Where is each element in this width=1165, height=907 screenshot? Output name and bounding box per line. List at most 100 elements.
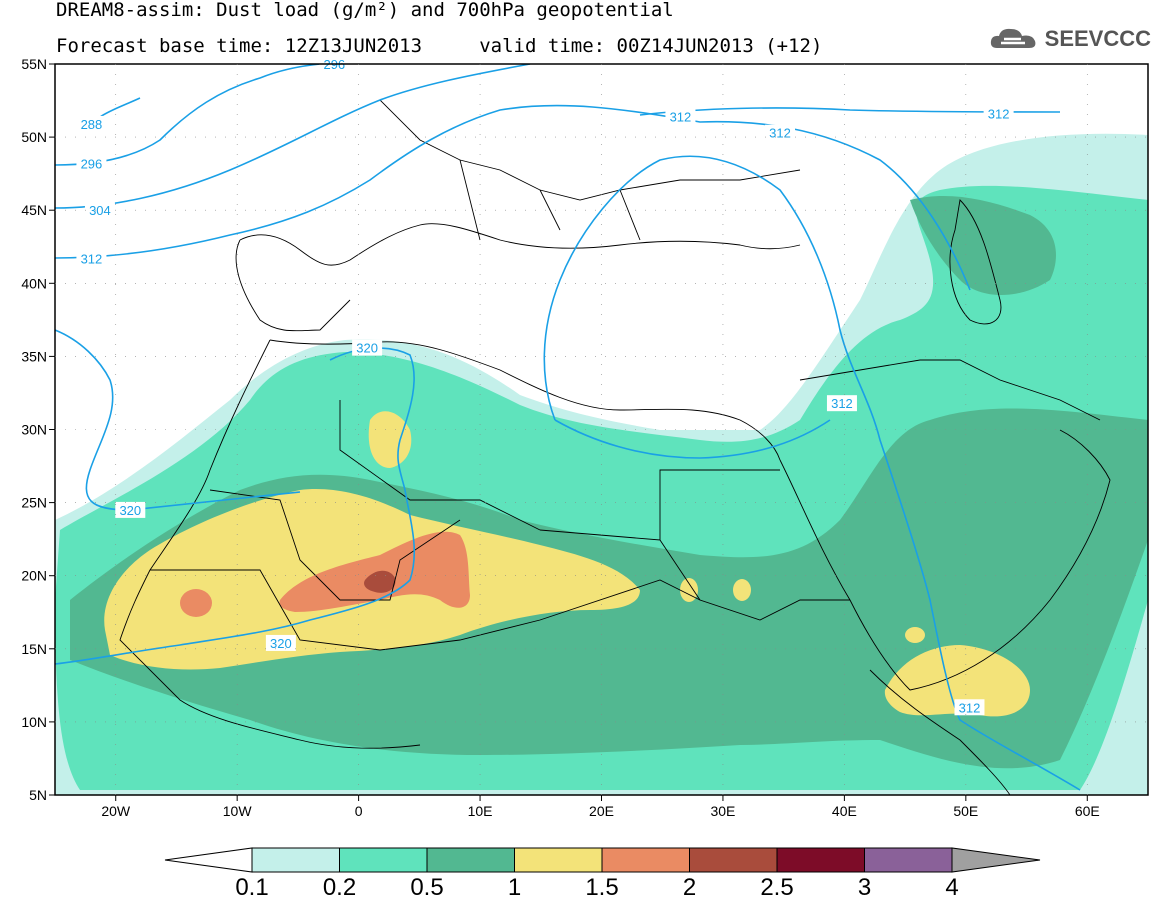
lat-tick-label: 30N [21,422,47,438]
border-caspian [949,199,1002,325]
colorbar-tick-label: 2.5 [760,874,793,901]
dust-band-1-spot1 [680,578,698,602]
contour-320-north [55,347,416,665]
contour-label-bg [76,155,107,172]
lat-tick-label: 10N [21,714,47,730]
lon-tick-label: 20E [589,803,614,819]
lon-tick-label: 10W [223,803,253,819]
lat-tick-label: 40N [21,275,47,291]
contour-288 [99,97,141,118]
border-east-africa [659,539,850,621]
contour-312-mideast [543,155,1081,791]
contour-label-bg [76,250,107,267]
contour-label-bg [76,115,107,132]
coastline-west-africa [119,339,421,749]
colorbar-high-arrow [951,847,1041,873]
seevccc-logo: SEEVCCC [989,26,1151,52]
contour-label-bg [265,634,296,651]
dust-band-1-spot3 [905,627,925,643]
colorbar-tick-label: 0.1 [235,874,268,901]
map-title-line2: Forecast base time: 12Z13JUN2013 valid t… [56,35,823,57]
colorbar-tick-label: 2 [683,874,696,901]
colorbar-tick-label: 0.5 [410,874,443,901]
contour-label-bg [983,105,1014,122]
contour-320-west [55,329,301,511]
contour-label: 312 [831,396,853,411]
colorbar-segment [251,847,340,873]
lon-tick-label: 20W [101,803,131,819]
colorbar-segment [601,847,690,873]
coastline-europe [239,223,801,266]
contour-label: 312 [81,251,103,266]
contour-label: 312 [670,110,692,125]
colorbar-segment [426,847,515,873]
dust-band-1-5-west [180,589,212,617]
contour-label-bg [826,395,857,412]
colorbar: 0.1 0.2 0.5 1 1.5 2 2.5 3 4 [164,847,1041,901]
colorbar-ticks: 0.1 0.2 0.5 1 1.5 2 2.5 3 4 [235,874,958,901]
lat-tick-label: 15N [21,641,47,657]
contour-label-bg [84,202,115,219]
colorbar-tick-label: 3 [858,874,871,901]
coastline-horn [869,669,1011,795]
lon-axis: 20W 10W 0 10E 20E 30E 40E 50E 60E [101,64,1100,819]
contour-label: 312 [769,126,791,141]
colorbar-segment [864,847,953,873]
lat-tick-label: 35N [21,348,47,364]
border-sahara-2 [339,400,541,531]
lat-axis: 55N 50N 45N 40N 35N 30N 25N 20N 15N 10N 5N [21,56,1148,803]
lon-tick-label: 10E [468,803,493,819]
colorbar-segment [776,847,865,873]
dust-band-1-5 [279,531,470,612]
dust-band-1-yemen [884,645,1030,717]
lat-tick-label: 25N [21,495,47,511]
contour-label: 320 [270,636,292,651]
contour-label: 320 [119,503,141,518]
contour-312-inner [554,419,831,459]
lat-tick-label: 55N [21,56,47,72]
lon-tick-label: 0 [355,803,363,819]
border-europe-2 [459,159,641,241]
dust-band-1-spot2 [733,579,751,601]
contour-label-bg [765,124,796,141]
lat-tick-label: 50N [21,129,47,145]
border-europe-1 [379,99,801,201]
border-sahel [150,569,701,651]
contour-label: 304 [89,203,111,218]
logo-text: SEEVCCC [1044,26,1151,51]
colorbar-segment [689,847,778,873]
lon-tick-label: 60E [1075,803,1100,819]
colorbar-segment [339,847,428,873]
lon-tick-label: 50E [953,803,978,819]
contour-304 [55,64,531,209]
colorbar-tick-label: 1.5 [585,874,618,901]
colorbar-segment [514,847,603,873]
border-sahara-3 [539,469,780,541]
dust-band-2 [364,570,396,593]
map-title-line1: DREAM8-assim: Dust load (g/m²) and 700hP… [56,0,674,21]
lat-tick-label: 5N [29,787,47,803]
colorbar-tick-label: 1 [508,874,521,901]
lat-tick-label: 20N [21,568,47,584]
contour-label: 312 [959,700,981,715]
cloud-logo-icon [990,28,1036,48]
contour-label-bg [954,699,985,716]
lat-tick-label: 45N [21,202,47,218]
border-sahara-1 [209,489,461,601]
contour-label-bg [352,339,383,356]
contour-label-bg [115,501,146,518]
border-mideast [799,359,1101,421]
colorbar-low-arrow [164,847,253,873]
lon-tick-label: 30E [710,803,735,819]
contour-label: 312 [988,107,1010,122]
colorbar-tick-label: 4 [945,874,958,901]
contour-label: 296 [81,156,103,171]
contour-312-west [55,104,971,291]
contour-label: 288 [81,117,103,132]
dust-band-1-morocco [368,411,412,468]
colorbar-segments [251,847,953,873]
coastline-iberia [235,239,351,332]
contour-label: 320 [356,341,378,356]
dust-band-0-5-north [910,195,1056,295]
